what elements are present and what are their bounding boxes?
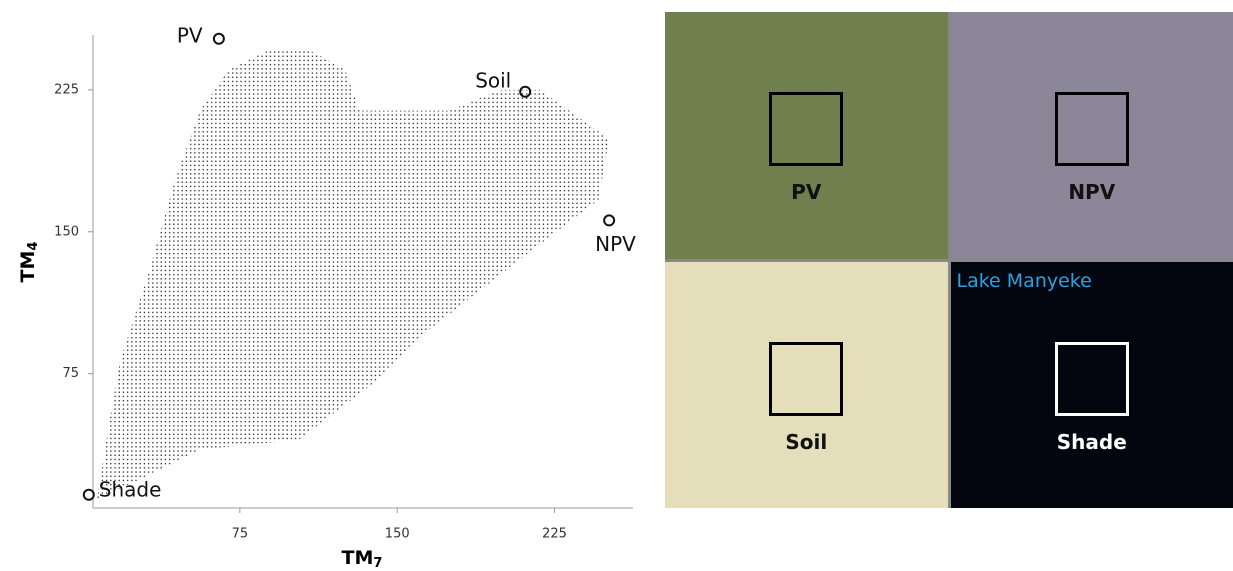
image-panel: Soil [665,261,948,508]
image-panels: PV NPV Soil Shade Lake Manyeke [665,12,1233,508]
endmember-label: Soil [475,68,511,92]
panel-label: NPV [1068,180,1116,204]
panel-label: Soil [785,429,828,454]
image-panel: Shade Lake Manyeke [950,261,1233,508]
endmember-point [519,85,532,98]
endmember-point [212,32,225,45]
x-axis-label: TM7 [342,547,383,571]
x-tick-label: 225 [542,527,567,542]
y-tick-label: 75 [62,366,79,381]
endmember-label: NPV [595,232,636,256]
sample-box [1054,92,1129,166]
sample-box [769,92,844,166]
image-panel: PV [665,12,948,259]
endmember-point [603,214,616,227]
y-tick-label: 225 [54,82,79,97]
panel-caption: Lake Manyeke [956,269,1092,292]
endmember-point [82,488,95,501]
sample-box [769,341,844,416]
image-panel: NPV [950,12,1233,259]
y-axis-label-sub: 4 [26,242,41,251]
panel-label: Shade [1056,429,1127,454]
x-axis-label-sub: 7 [373,556,382,571]
x-tick-label: 75 [232,527,249,542]
endmember-label: Shade [99,477,162,501]
x-axis-label-main: TM [342,547,374,569]
panel-label: PV [791,180,822,204]
y-axis-label: TM4 [17,242,41,283]
endmember-label: PV [177,23,203,47]
y-axis-label-main: TM [17,251,39,283]
x-tick-label: 150 [385,527,410,542]
point-cloud [97,50,610,499]
sample-box [1054,341,1129,416]
y-tick-label: 150 [54,224,79,239]
